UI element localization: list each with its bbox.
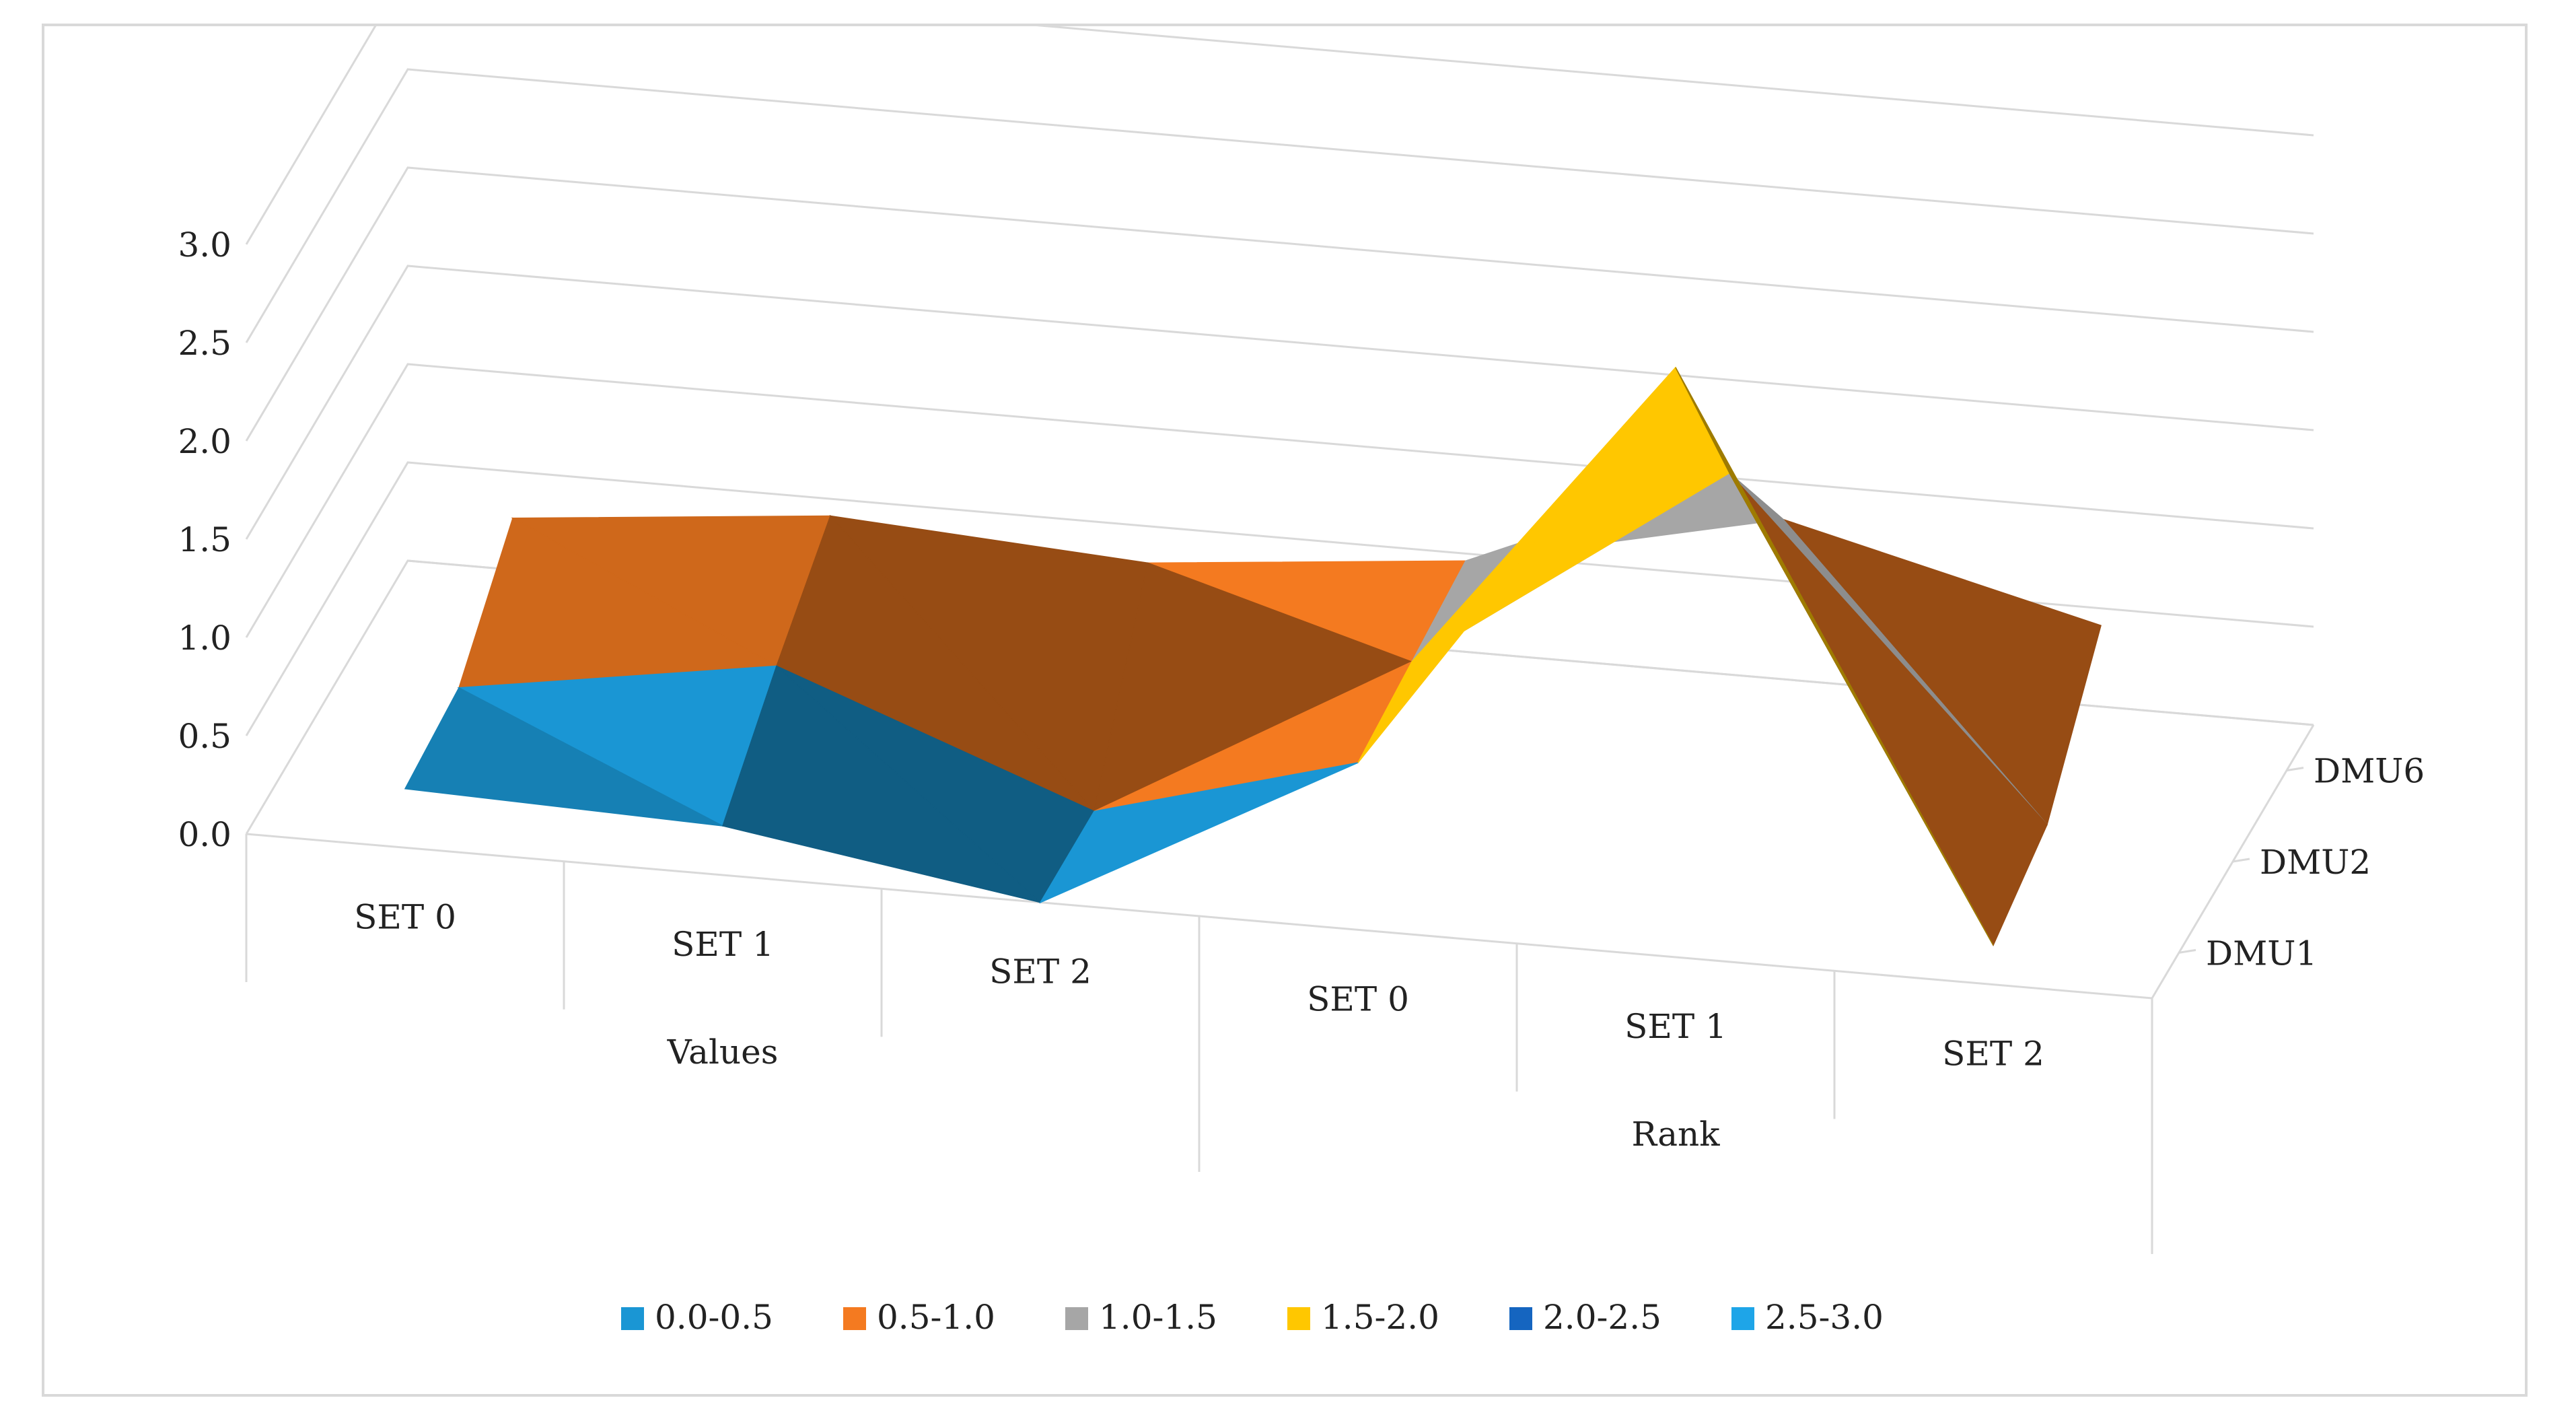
x-group-label: Rank	[1631, 1115, 1720, 1154]
z-tick-label: 2.5	[178, 324, 231, 363]
x-tick-label: SET 2	[1942, 1035, 2044, 1074]
legend-label: 0.5-1.0	[877, 1298, 995, 1337]
z-tick-label: 2.0	[178, 422, 231, 461]
gridline	[245, 166, 2314, 442]
x-tick-label: SET 2	[989, 952, 1092, 991]
surface-facet	[1675, 367, 1994, 946]
x-group-label: Values	[667, 1033, 779, 1072]
x-tick-label: SET 1	[1624, 1007, 1727, 1046]
x-tick-label: SET 1	[672, 925, 774, 964]
depth-tick-label: DMU2	[2260, 843, 2371, 882]
z-tick-label: 1.5	[178, 520, 231, 559]
legend-swatch	[843, 1307, 866, 1330]
surface-facet	[722, 665, 1041, 903]
legend-label: 0.0-0.5	[655, 1298, 773, 1337]
surface-facet	[1357, 367, 1676, 763]
z-tick-label: 0.0	[178, 815, 231, 854]
surface-facet	[1039, 762, 1359, 904]
legend-label: 1.0-1.5	[1099, 1298, 1217, 1337]
x-tick-label: SET 0	[1307, 979, 1409, 1018]
depth-tick-label: DMU6	[2314, 752, 2425, 791]
legend-swatch	[1731, 1307, 1754, 1330]
depth-tick	[2178, 948, 2196, 954]
legend-swatch	[1287, 1307, 1310, 1330]
legend-label: 2.5-3.0	[1765, 1298, 1884, 1337]
gridline	[245, 461, 2314, 736]
depth-tick	[2232, 858, 2250, 863]
legend-label: 1.5-2.0	[1321, 1298, 1439, 1337]
z-tick-label: 3.0	[178, 225, 231, 265]
depth-tick-label: DMU1	[2206, 934, 2317, 973]
x-tick-label: SET 0	[354, 897, 456, 936]
legend-swatch	[621, 1307, 644, 1330]
gridline	[245, 68, 2314, 343]
legend-swatch	[1065, 1307, 1088, 1330]
legend-label: 2.0-2.5	[1543, 1298, 1661, 1337]
surface-chart: 0.0 0.5 1.0 1.5 2.0 2.5 3.0 SET 0 SET 1 SET 2 Valu…	[178, 26, 2425, 1337]
z-tick-label: 1.0	[178, 619, 231, 658]
gridline	[245, 265, 2314, 540]
gridline	[245, 26, 2314, 245]
z-tick-label: 0.5	[178, 717, 231, 756]
legend-swatch	[1509, 1307, 1532, 1330]
chart-frame: 0.0 0.5 1.0 1.5 2.0 2.5 3.0 SET 0 SET 1 SET 2 Valu…	[42, 24, 2528, 1397]
depth-tick	[2286, 767, 2304, 772]
surface-facet	[404, 687, 723, 827]
